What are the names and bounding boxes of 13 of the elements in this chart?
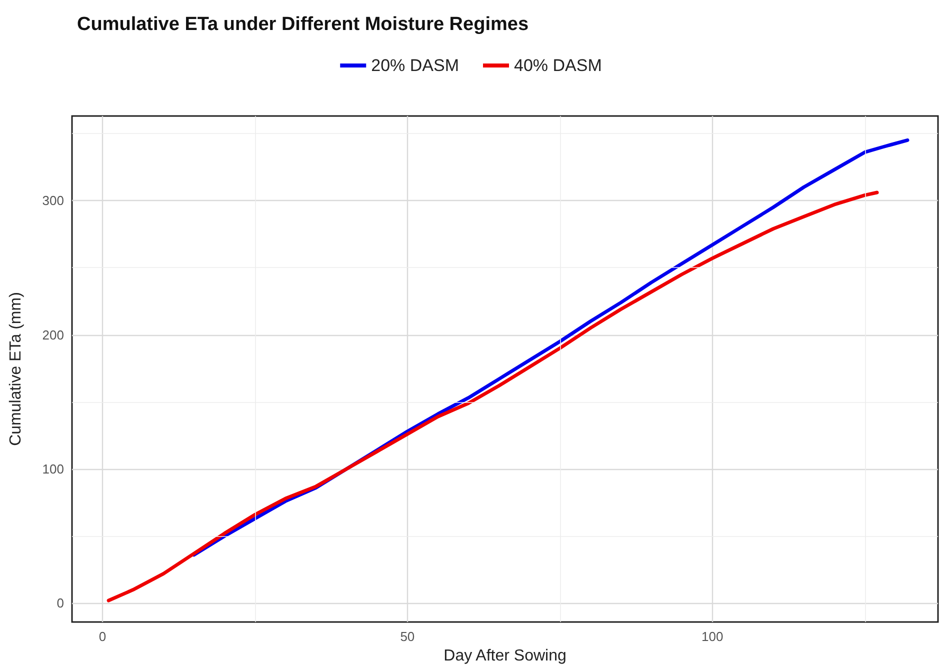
legend-label: 20% DASM — [371, 56, 460, 75]
y-tick-label: 200 — [42, 327, 64, 342]
x-tick-label: 0 — [98, 629, 106, 644]
y-tick-label: 300 — [42, 193, 64, 208]
x-axis-title: Day After Sowing — [444, 648, 566, 664]
y-tick-label: 100 — [42, 461, 64, 476]
y-axis-title: Cumulative ETa (mm) — [8, 292, 24, 446]
line-series — [106, 190, 879, 602]
x-tick-label: 100 — [702, 629, 724, 644]
y-tick-label: 0 — [56, 596, 64, 611]
x-tick-label: 50 — [400, 629, 415, 644]
legend-label: 40% DASM — [514, 56, 602, 75]
chart-title: Cumulative ETa under Different Moisture Regimes — [77, 14, 529, 35]
